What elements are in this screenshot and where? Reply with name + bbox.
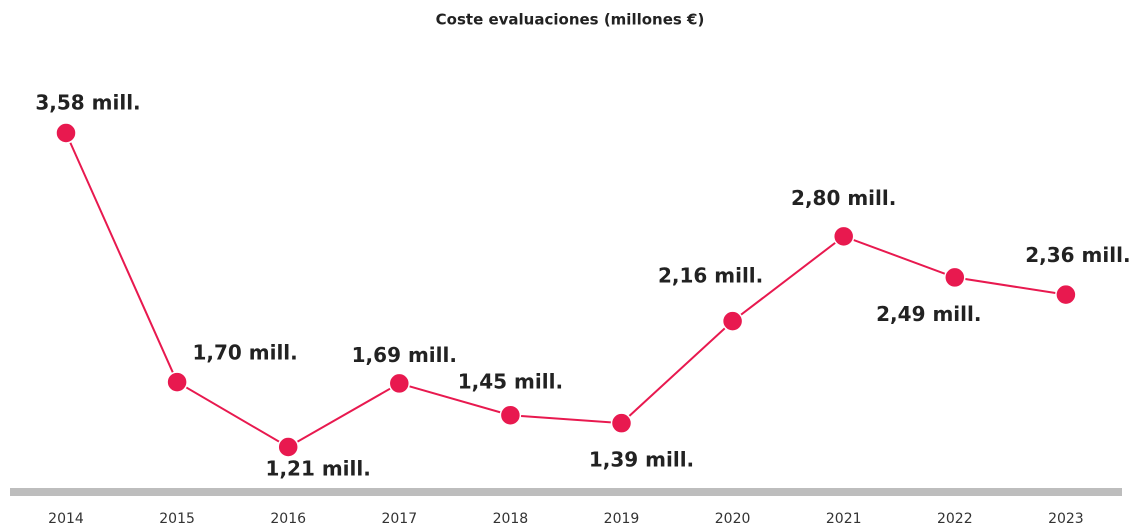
x-tick-label: 2022 (937, 511, 973, 527)
x-tick-label: 2015 (159, 511, 195, 527)
value-label: 2,80 mill. (791, 186, 896, 210)
point (166, 371, 188, 393)
point (55, 122, 77, 144)
line (65, 132, 1067, 449)
x-tick-label: 2019 (604, 511, 640, 527)
x-tick-label: 2018 (493, 511, 529, 527)
point (388, 372, 411, 395)
value-label: 1,70 mill. (192, 341, 297, 365)
point (944, 266, 966, 289)
value-label: 2,16 mill. (658, 264, 763, 288)
chart-title: Coste evaluaciones (millones €) (436, 11, 705, 29)
x-tick-label: 2014 (48, 511, 84, 527)
value-label: 1,45 mill. (458, 370, 563, 394)
x-tick-label: 2021 (826, 511, 862, 527)
point (832, 225, 855, 248)
value-label: 2,36 mill. (1025, 243, 1130, 267)
x-tick-label: 2020 (715, 511, 751, 527)
point (721, 310, 744, 332)
point (499, 404, 522, 426)
x-axis (10, 488, 1122, 496)
value-label: 1,39 mill. (589, 448, 694, 472)
x-tick-label: 2016 (270, 511, 306, 527)
value-label: 1,69 mill. (352, 343, 457, 367)
point (277, 436, 299, 458)
value-label: 3,58 mill. (35, 91, 140, 115)
point (610, 412, 633, 434)
x-tick-label: 2023 (1048, 511, 1084, 527)
x-tick-label: 2017 (381, 511, 417, 527)
value-label: 1,21 mill. (266, 457, 371, 481)
point (1055, 283, 1077, 306)
value-label: 2,49 mill. (876, 302, 981, 326)
